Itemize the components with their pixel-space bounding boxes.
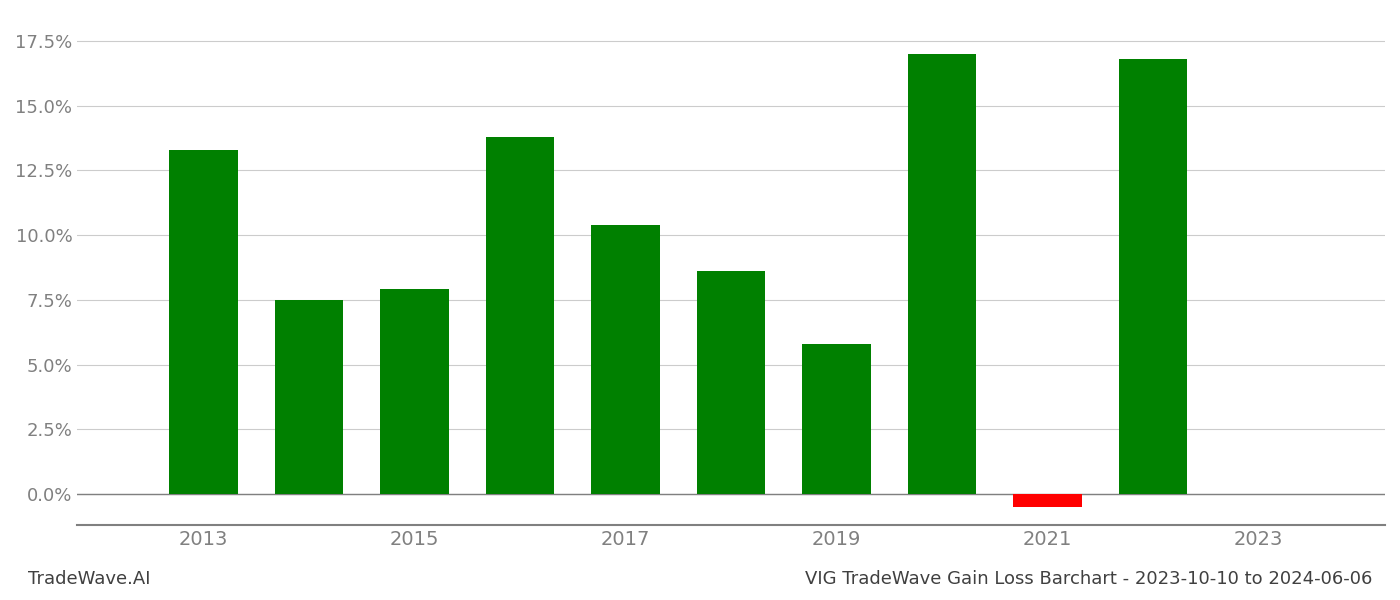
Bar [486, 137, 554, 494]
Bar [591, 225, 659, 494]
Text: TradeWave.AI: TradeWave.AI [28, 570, 151, 588]
Bar [697, 271, 766, 494]
Bar [1119, 59, 1187, 494]
Bar [1014, 494, 1082, 507]
Bar [169, 149, 238, 494]
Bar [907, 54, 976, 494]
Bar [802, 344, 871, 494]
Bar [274, 300, 343, 494]
Bar [381, 289, 449, 494]
Text: VIG TradeWave Gain Loss Barchart - 2023-10-10 to 2024-06-06: VIG TradeWave Gain Loss Barchart - 2023-… [805, 570, 1372, 588]
